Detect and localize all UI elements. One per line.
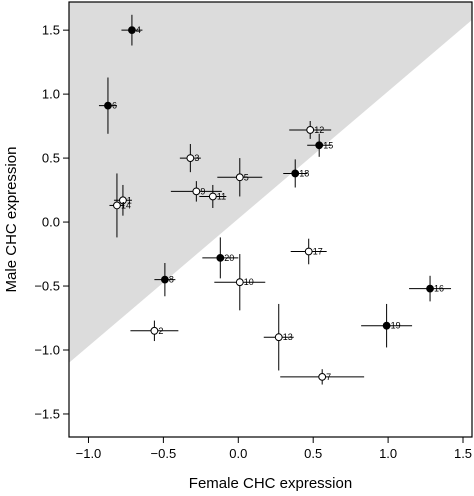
y-tick-label: −1.5	[34, 406, 60, 421]
point-marker	[208, 192, 217, 201]
y-axis-label: Male CHC expression	[3, 147, 20, 293]
point-label: 7	[326, 372, 331, 382]
point-marker	[192, 187, 201, 196]
point-label: 11	[217, 191, 226, 201]
x-tick-label: −0.5	[151, 446, 177, 461]
point-label: 16	[434, 284, 444, 294]
point-marker	[119, 196, 127, 205]
point-label: 6	[112, 101, 117, 111]
x-tick-label: 0.5	[304, 446, 322, 461]
x-tick-label: 1.0	[379, 446, 397, 461]
point-marker	[315, 141, 324, 150]
y-tick-label: 0.5	[42, 151, 60, 166]
point-marker	[235, 173, 244, 182]
point-label: 17	[313, 246, 323, 256]
data-point-18	[283, 159, 308, 188]
data-point-19	[361, 303, 413, 348]
data-point-2	[130, 320, 179, 342]
point-marker	[306, 126, 315, 134]
y-tick-label: −1.0	[34, 343, 60, 358]
data-point-20	[202, 237, 239, 279]
data-point-15	[307, 133, 332, 157]
point-marker	[426, 284, 434, 293]
point-label: 15	[323, 140, 333, 150]
point-label: 10	[244, 277, 254, 287]
point-marker	[382, 321, 391, 330]
x-tick-label: 1.5	[454, 446, 472, 461]
data-point-11	[199, 184, 227, 208]
data-point-7	[280, 369, 365, 385]
point-label: 19	[391, 321, 401, 331]
y-tick-label: −0.5	[34, 279, 60, 294]
point-label: 2	[158, 326, 163, 336]
point-marker	[304, 247, 313, 256]
shaded-region	[69, 2, 472, 363]
data-point-14	[109, 173, 125, 238]
data-point-8	[154, 263, 176, 297]
data-point-3	[179, 144, 201, 173]
point-marker	[291, 169, 300, 178]
y-tick-label: 0.0	[42, 215, 60, 230]
point-label: 20	[224, 253, 234, 263]
point-label: 9	[200, 186, 205, 196]
point-marker	[216, 253, 225, 262]
point-label: 12	[314, 125, 324, 135]
point-label: 4	[136, 25, 141, 35]
data-point-10	[214, 254, 266, 311]
point-marker	[274, 333, 283, 342]
point-marker	[186, 154, 195, 162]
data-point-12	[289, 120, 332, 139]
y-tick-label: 1.0	[42, 87, 60, 102]
point-label: 18	[299, 168, 309, 178]
point-label: 13	[283, 332, 293, 342]
point-label: 14	[121, 200, 131, 210]
point-marker	[235, 278, 244, 287]
point-label: 5	[244, 172, 249, 182]
data-point-5	[217, 158, 263, 197]
data-point-16	[409, 275, 452, 302]
point-label: 8	[169, 275, 174, 285]
data-point-13	[263, 303, 294, 371]
point-marker	[318, 372, 327, 381]
plot-frame	[68, 1, 473, 438]
point-marker	[160, 275, 169, 284]
data-point-6	[98, 77, 117, 134]
x-axis-label: Female CHC expression	[189, 475, 352, 492]
point-marker	[150, 326, 159, 335]
point-marker	[128, 26, 136, 35]
x-tick-label: 0.0	[229, 446, 247, 461]
point-marker	[113, 201, 121, 210]
point-label: 1	[127, 195, 132, 205]
point-label: 3	[194, 153, 199, 163]
x-tick-label: −1.0	[76, 446, 102, 461]
data-point-4	[121, 14, 143, 46]
point-marker	[104, 101, 112, 110]
y-tick-label: 1.5	[42, 23, 60, 38]
data-point-17	[290, 238, 327, 265]
